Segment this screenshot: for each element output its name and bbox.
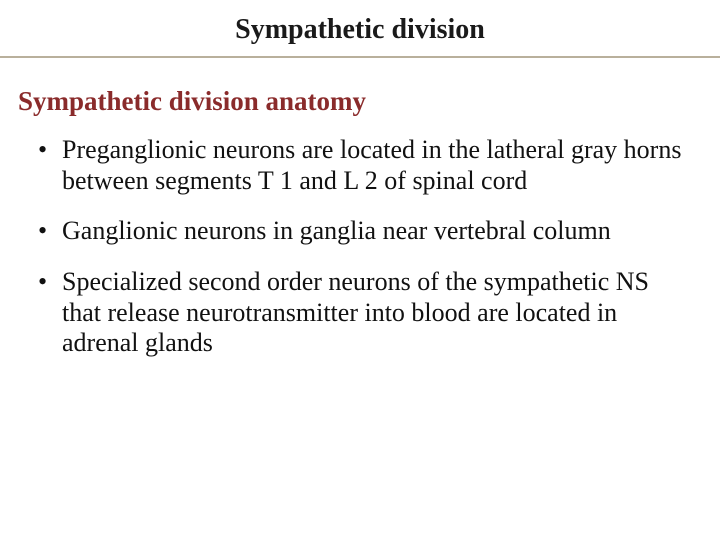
bullet-list: Preganglionic neurons are located in the…	[0, 135, 720, 359]
bullet-item: Ganglionic neurons in ganglia near verte…	[38, 216, 692, 247]
bullet-item: Specialized second order neurons of the …	[38, 267, 692, 359]
slide-title: Sympathetic division	[0, 0, 720, 56]
slide-subtitle: Sympathetic division anatomy	[0, 58, 720, 135]
slide: Sympathetic division Sympathetic divisio…	[0, 0, 720, 540]
bullet-item: Preganglionic neurons are located in the…	[38, 135, 692, 196]
